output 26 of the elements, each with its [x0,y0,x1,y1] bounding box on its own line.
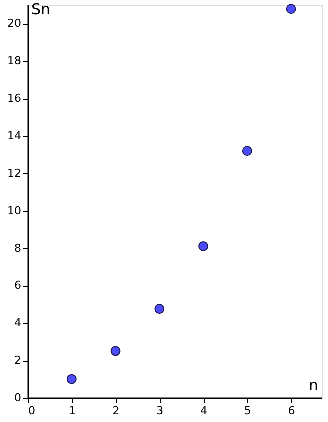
x-tick-label: 4 [200,404,208,418]
point [110,346,121,356]
point [66,374,77,384]
point [198,241,208,252]
y-tick-label: 6 [14,279,22,292]
y-tick-label: 2 [14,354,22,368]
x-tick-label: 2 [112,404,120,418]
y-tick-label: 18 [8,54,22,68]
x-tick-label: 1 [68,404,76,418]
y-tick-label: 20 [8,17,22,30]
x-axis-title: n [308,376,318,394]
x-tick-label: 6 [288,404,296,418]
point [242,146,252,156]
y-tick-label: 8 [14,242,22,255]
y-axis-title: Sn [32,0,51,18]
x-tick-label: 3 [156,404,164,418]
x-tick-label: 0 [28,404,36,418]
point [286,4,296,14]
point [154,304,165,314]
y-tick-label: 12 [8,166,22,180]
y-tick-label: 16 [8,92,22,106]
y-tick-label: 14 [8,130,22,142]
x-tick-label: 5 [244,404,252,418]
y-tick-label: 0 [14,392,22,404]
y-tick-label: 10 [8,204,22,218]
y-tick-label: 4 [14,316,22,330]
